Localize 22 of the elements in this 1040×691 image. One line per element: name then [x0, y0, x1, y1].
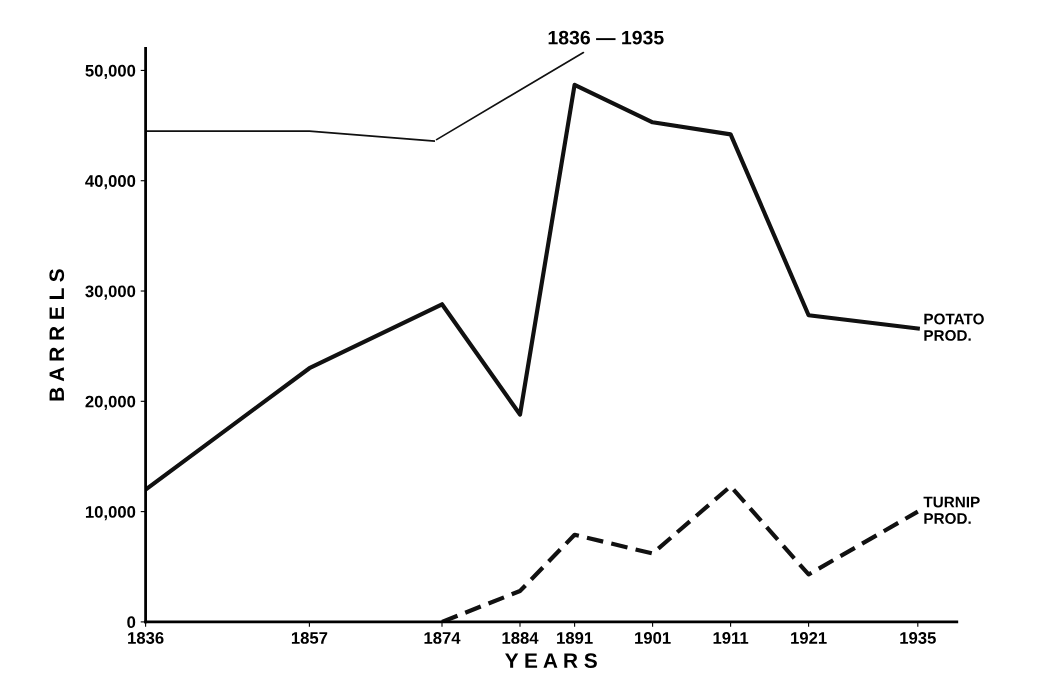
y-tick-label: 0: [127, 616, 136, 629]
x-tick-label: 1935: [900, 632, 936, 644]
x-tick-label: 1874: [424, 632, 461, 644]
x-axis-title: Y E A R S: [505, 653, 597, 669]
x-tick-label: 1891: [557, 632, 593, 644]
series-label: TURNIP PROD.: [923, 496, 980, 524]
series-label: POTATO PROD.: [924, 313, 984, 341]
y-tick-label: 50,000: [85, 64, 136, 80]
y-tick-label: 20,000: [85, 395, 136, 410]
line-series: [145, 82, 920, 492]
x-tick-label: 1857: [291, 632, 328, 644]
annotation: 1836 — 1935: [548, 30, 664, 45]
y-tick-label: 30,000: [85, 285, 136, 300]
x-tick-label: 1911: [713, 632, 749, 644]
y-axis-title: B A R R E L S: [49, 269, 65, 401]
x-tick-label: 1901: [635, 632, 671, 644]
x-tick-label: 1884: [502, 632, 539, 644]
x-tick-label: 1836: [128, 632, 164, 644]
line-series: [439, 484, 920, 622]
y-tick-label: 10,000: [85, 506, 136, 521]
y-tick-label: 40,000: [85, 175, 136, 190]
x-tick-label: 1921: [791, 632, 827, 644]
